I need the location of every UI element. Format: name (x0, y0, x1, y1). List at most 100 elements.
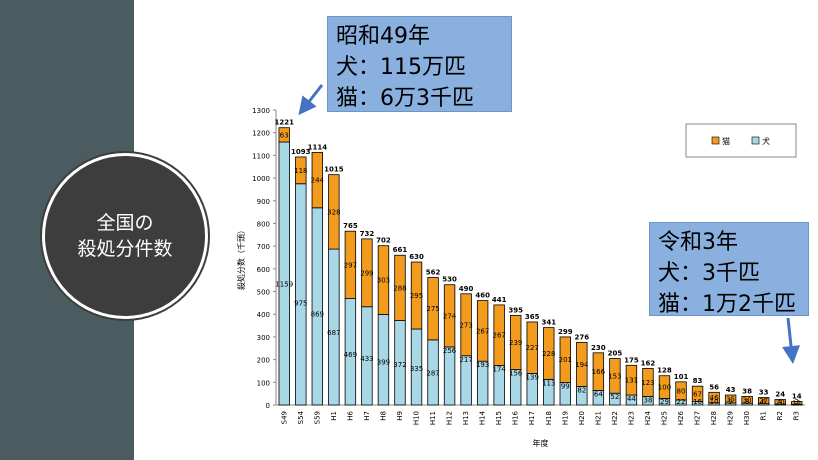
x-tick-label: H10 (413, 411, 421, 425)
bar-cat (394, 254, 406, 321)
dog-value-label: 869 (311, 310, 324, 318)
y-tick-label: 1200 (252, 130, 270, 138)
bar-cat (427, 277, 439, 341)
y-tick-label: 0 (266, 402, 270, 410)
total-label: 299 (558, 328, 573, 336)
total-label: 441 (492, 296, 507, 304)
bar-cat (625, 364, 638, 396)
dog-value-label: 22 (677, 398, 686, 406)
cat-value-label: 166 (592, 368, 606, 376)
cat-value-label: 244 (311, 177, 325, 185)
bar-cat (708, 391, 720, 404)
y-tick-label: 200 (257, 357, 270, 365)
total-label: 56 (709, 383, 719, 391)
bar-cat (361, 238, 373, 308)
x-tick-label: H26 (677, 410, 685, 425)
bar-cat (311, 152, 324, 209)
dog-value-label: 29 (660, 398, 669, 406)
x-tick-label: H15 (495, 411, 503, 425)
total-label: 1221 (275, 119, 295, 127)
x-tick-label: H11 (429, 411, 437, 425)
total-label: 562 (426, 268, 441, 276)
x-tick-label: H18 (545, 411, 553, 425)
bar-cat (510, 314, 522, 371)
cat-value-label: 27 (759, 397, 768, 405)
dog-value-label: 10 (710, 398, 719, 406)
bar-cat (559, 336, 571, 383)
total-label: 1114 (308, 143, 328, 151)
dog-value-label: 1159 (275, 281, 293, 289)
x-tick-label: R2 (776, 411, 784, 420)
dog-value-label: 372 (393, 361, 406, 369)
callout-s49-year: 昭和49年 (336, 24, 430, 49)
total-label: 33 (759, 389, 769, 397)
callout-r3-arrow (782, 317, 800, 364)
x-tick-label: H21 (594, 411, 602, 425)
bar-cat (377, 245, 390, 315)
cat-value-label: 228 (542, 350, 555, 358)
y-tick-label: 900 (257, 198, 270, 206)
x-tick-label: H20 (578, 411, 586, 425)
x-tick-label: H16 (512, 410, 520, 425)
dog-value-label: 99 (561, 383, 570, 391)
total-label: 765 (343, 222, 358, 230)
bar-cat (278, 127, 290, 143)
y-tick-label: 1100 (252, 152, 270, 160)
cat-value-label: 131 (625, 377, 638, 385)
total-label: 341 (541, 319, 556, 327)
bar-cat (493, 304, 505, 366)
legend-dog-label: 犬 (762, 136, 770, 146)
total-label: 395 (508, 306, 523, 314)
dog-value-label: 3 (795, 398, 799, 406)
bar-cat (691, 385, 704, 402)
x-tick-label: H23 (627, 411, 635, 425)
x-tick-label: H19 (561, 411, 569, 425)
bar-cat (724, 394, 737, 404)
bar-cat (328, 174, 340, 250)
x-tick-label: H28 (710, 411, 718, 425)
dog-value-label: 335 (410, 365, 423, 373)
x-tick-label: S49 (280, 411, 288, 424)
y-axis-label: 殺処分数（千頭） (236, 226, 246, 290)
total-label: 365 (525, 313, 540, 321)
cat-value-label: 299 (360, 269, 373, 277)
x-tick-label: H24 (644, 410, 652, 425)
total-label: 24 (775, 391, 785, 399)
bar-cat (658, 375, 671, 399)
total-label: 490 (459, 285, 474, 293)
bar-cat (791, 401, 803, 405)
cat-value-label: 273 (459, 321, 472, 329)
bar-cat (344, 230, 357, 299)
dog-value-label: 256 (443, 347, 457, 355)
x-tick-label: H6 (346, 410, 354, 420)
dog-value-label: 217 (459, 356, 472, 364)
callout-s49-dogs: 犬：115万匹 (336, 55, 466, 80)
total-label: 128 (657, 367, 672, 375)
callout-s49: 昭和49年 犬：115万匹 猫：6万3千匹 (327, 16, 512, 112)
bar-cat (774, 399, 786, 405)
total-label: 205 (608, 349, 623, 357)
x-tick-label: H14 (479, 410, 487, 425)
x-tick-label: H27 (694, 411, 702, 425)
dog-value-label: 139 (526, 373, 539, 381)
bar-cat (476, 300, 489, 362)
total-label: 38 (742, 387, 752, 395)
dog-value-label: 399 (377, 358, 390, 366)
title-line1: 全国の (96, 212, 154, 234)
y-tick-label: 1000 (252, 175, 270, 183)
title-circle-text: 全国の 殺処分件数 (77, 210, 172, 262)
cat-value-label: 194 (575, 361, 589, 369)
total-label: 83 (693, 377, 703, 385)
cat-value-label: 80 (677, 387, 686, 395)
y-tick-label: 100 (257, 379, 270, 387)
total-label: 1015 (324, 166, 344, 174)
cat-value-label: 12 (792, 399, 801, 407)
bar-cat (576, 341, 588, 387)
x-tick-label: H13 (462, 411, 470, 425)
cat-value-label: 118 (294, 167, 307, 175)
total-label: 101 (674, 373, 689, 381)
x-tick-label: H29 (727, 411, 735, 425)
bar-cat (609, 358, 621, 394)
total-label: 702 (376, 237, 391, 245)
